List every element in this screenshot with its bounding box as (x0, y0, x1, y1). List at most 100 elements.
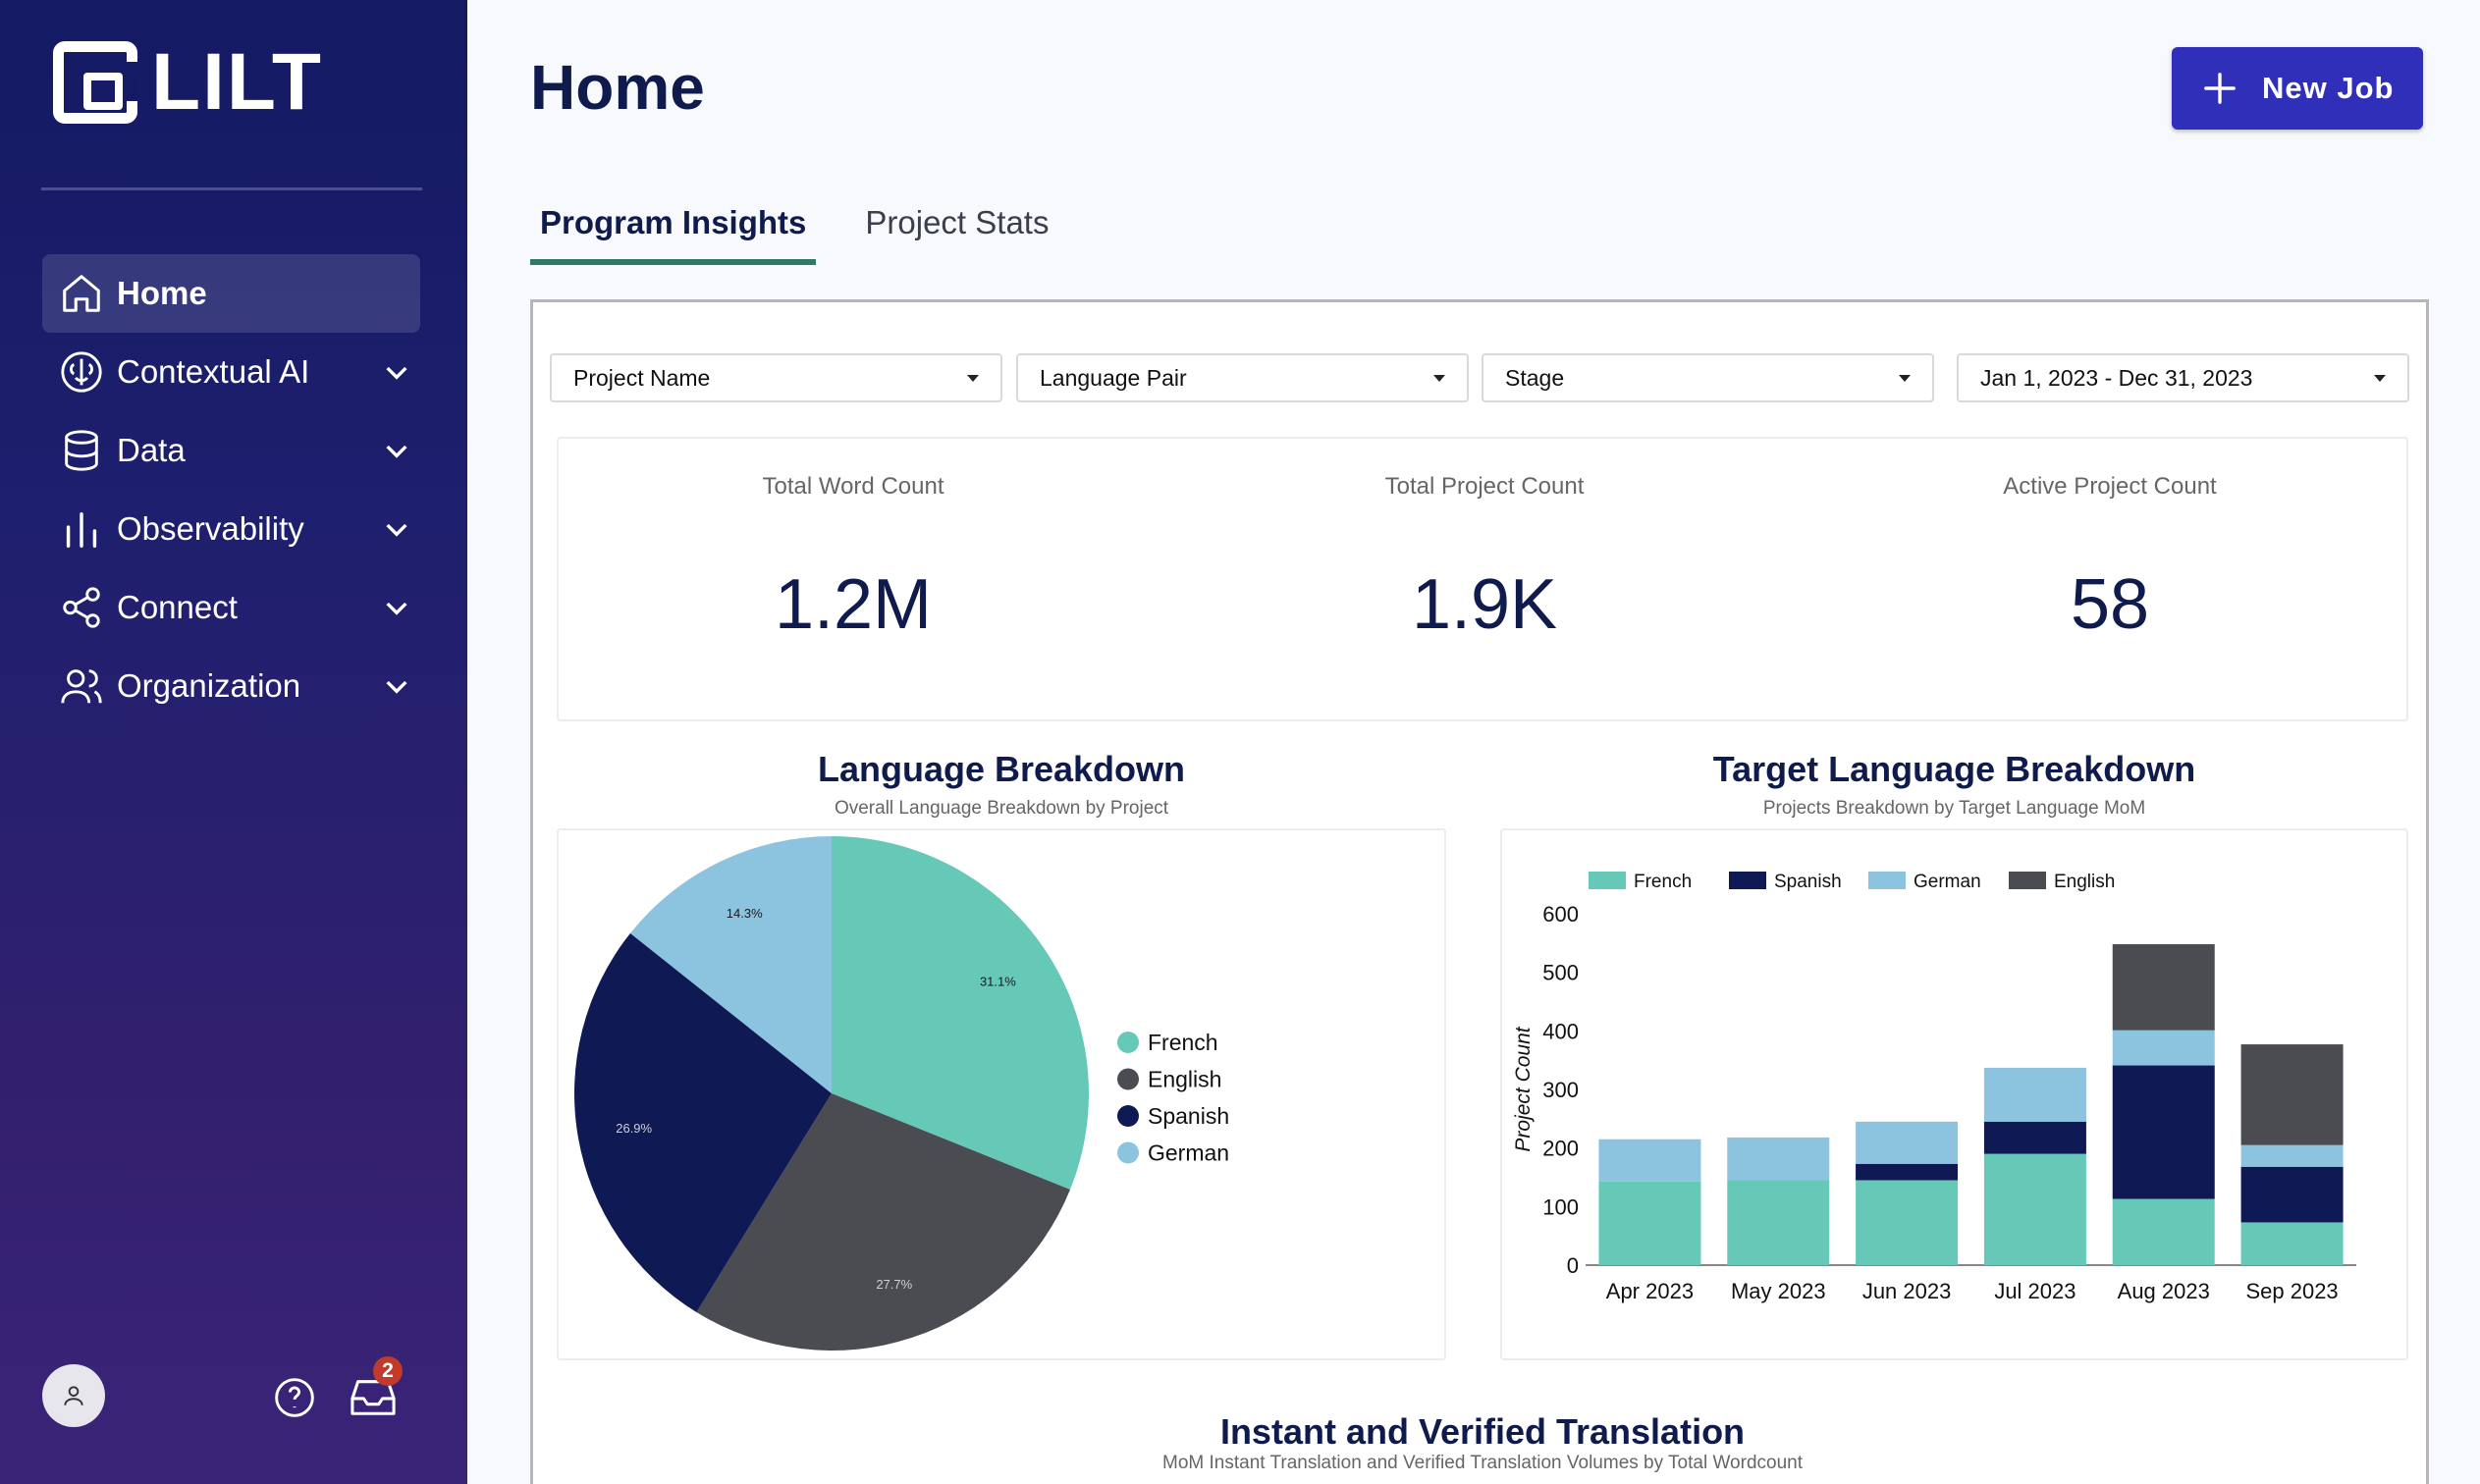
kpi-scorecards: Total Word Count 1.2M Total Project Coun… (557, 437, 2408, 721)
plus-icon (2204, 73, 2236, 104)
kpi-label: Active Project Count (2003, 473, 2217, 500)
bar-segment-spanish (1983, 1121, 2086, 1154)
legend-label: German (1148, 1140, 1229, 1166)
users-icon (56, 661, 107, 712)
help-icon[interactable] (273, 1376, 316, 1419)
kpi-value: 1.9K (1411, 565, 1558, 644)
legend-swatch (1729, 872, 1766, 889)
logo-text: LILT (151, 37, 323, 127)
legend-label: French (1634, 872, 1692, 892)
chevron-down-icon[interactable] (381, 435, 412, 466)
brain-icon (56, 346, 107, 398)
caret-down-icon (967, 375, 979, 382)
page-title: Home (530, 52, 705, 123)
share-icon (56, 582, 107, 633)
new-job-label: New Job (2262, 71, 2395, 105)
kpi-value: 58 (2070, 565, 2150, 644)
sidebar: LILT Home Contextual AI Data (0, 0, 467, 1484)
x-tick-label: Jun 2023 (1862, 1279, 1952, 1303)
pie-slice-spanish (574, 932, 832, 1312)
bar-segment-french (2240, 1222, 2344, 1265)
caret-down-icon (1433, 375, 1445, 382)
bar-segment-german (1983, 1067, 2086, 1122)
bar-segment-german (2240, 1144, 2344, 1167)
sidebar-item-data[interactable]: Data (42, 411, 420, 490)
chevron-down-icon[interactable] (381, 513, 412, 545)
y-axis-label: Project Count (1512, 1026, 1535, 1151)
target-breakdown-chart: 0 100 200 300 400 500 600 Project Count Apr 2023… (1500, 828, 2408, 1360)
filter-label: Stage (1505, 364, 1565, 391)
inbox-icon[interactable] (349, 1374, 398, 1419)
instant-verified-subtitle: MoM Instant Translation and Verified Tra… (1162, 1453, 1803, 1473)
sidebar-item-home[interactable]: Home (42, 254, 420, 333)
sidebar-item-label: Data (117, 432, 186, 468)
sidebar-item-label: Contextual AI (117, 353, 310, 390)
legend-swatch (1117, 1105, 1139, 1127)
bar-segment-german (1598, 1139, 1701, 1182)
pie-slice-german (630, 836, 832, 1093)
bar-segment-german (2112, 1030, 2215, 1066)
language-breakdown-subtitle: Overall Language Breakdown by Project (834, 798, 1169, 819)
kpi-active-project-count: Active Project Count 58 (1815, 439, 2404, 645)
sidebar-item-label: Connect (117, 589, 238, 625)
user-icon (64, 1386, 83, 1405)
database-icon (56, 425, 107, 476)
legend-label: English (2054, 872, 2115, 892)
bar-segment-english (2112, 944, 2215, 1031)
bar-segment-french (1983, 1153, 2086, 1265)
sidebar-item-label: Home (117, 275, 207, 311)
filter-label: Language Pair (1040, 364, 1187, 391)
bar-segment-french (2112, 1198, 2215, 1265)
date-range-filter[interactable]: Jan 1, 2023 - Dec 31, 2023 (1957, 353, 2409, 402)
avatar[interactable] (42, 1364, 105, 1427)
sidebar-item-connect[interactable]: Connect (42, 568, 420, 647)
bar-segment-french (1727, 1180, 1830, 1265)
pie-chart: 31.1% 27.7% 26.9% 14.3% French English Spanish… (574, 836, 1229, 1351)
bar-segment-spanish (2240, 1166, 2344, 1223)
bar-segment-spanish (1856, 1163, 1959, 1181)
y-tick-label: 600 (1542, 902, 1579, 927)
legend-swatch (1117, 1141, 1139, 1164)
kpi-total-project-count: Total Project Count 1.9K (1190, 439, 1779, 645)
language-breakdown-title: Language Breakdown (817, 749, 1186, 789)
sidebar-item-label: Organization (117, 667, 301, 704)
language-pair-filter[interactable]: Language Pair (1016, 353, 1469, 402)
project-name-filter[interactable]: Project Name (550, 353, 1002, 402)
sidebar-nav: Home Contextual AI Data Observability (42, 254, 420, 725)
pie-slice-english (696, 1093, 1070, 1351)
legend-label: German (1914, 872, 1981, 892)
y-tick-label: 200 (1542, 1137, 1579, 1161)
bar-segment-french (1856, 1180, 1959, 1265)
tab-program-insights[interactable]: Program Insights (530, 196, 817, 265)
bar-segment-english (2240, 1044, 2344, 1145)
kpi-value: 1.2M (774, 565, 933, 644)
tab-project-stats[interactable]: Project Stats (865, 204, 1050, 240)
legend-label: French (1148, 1030, 1218, 1055)
kpi-label: Total Project Count (1384, 473, 1585, 500)
x-tick-label: Apr 2023 (1606, 1279, 1694, 1303)
sidebar-divider (41, 187, 422, 190)
legend-label: Spanish (1148, 1103, 1229, 1129)
filter-label: Jan 1, 2023 - Dec 31, 2023 (1980, 364, 2253, 391)
pie-slice-label: 31.1% (980, 975, 1016, 989)
y-tick-label: 500 (1542, 961, 1579, 985)
sidebar-item-organization[interactable]: Organization (42, 647, 420, 725)
chevron-down-icon[interactable] (381, 592, 412, 623)
x-tick-label: Jul 2023 (1994, 1279, 2076, 1303)
legend-label: Spanish (1774, 872, 1842, 892)
sidebar-item-label: Observability (117, 510, 304, 547)
x-tick-label: Sep 2023 (2245, 1279, 2338, 1303)
chevron-down-icon[interactable] (381, 356, 412, 388)
lilt-logo[interactable]: LILT (53, 41, 323, 124)
y-tick-label: 300 (1542, 1078, 1579, 1102)
sidebar-item-contextual-ai[interactable]: Contextual AI (42, 333, 420, 411)
new-job-button[interactable]: New Job (2172, 47, 2423, 130)
sidebar-item-observability[interactable]: Observability (42, 490, 420, 568)
chevron-down-icon[interactable] (381, 670, 412, 702)
legend-swatch (1589, 872, 1626, 889)
legend-swatch (1117, 1032, 1139, 1053)
caret-down-icon (2374, 375, 2386, 382)
stacked-bar-chart: 0 100 200 300 400 500 600 Project Count Apr 2023… (1512, 872, 2356, 1303)
stage-filter[interactable]: Stage (1482, 353, 1934, 402)
pie-slice-label: 26.9% (616, 1121, 652, 1136)
